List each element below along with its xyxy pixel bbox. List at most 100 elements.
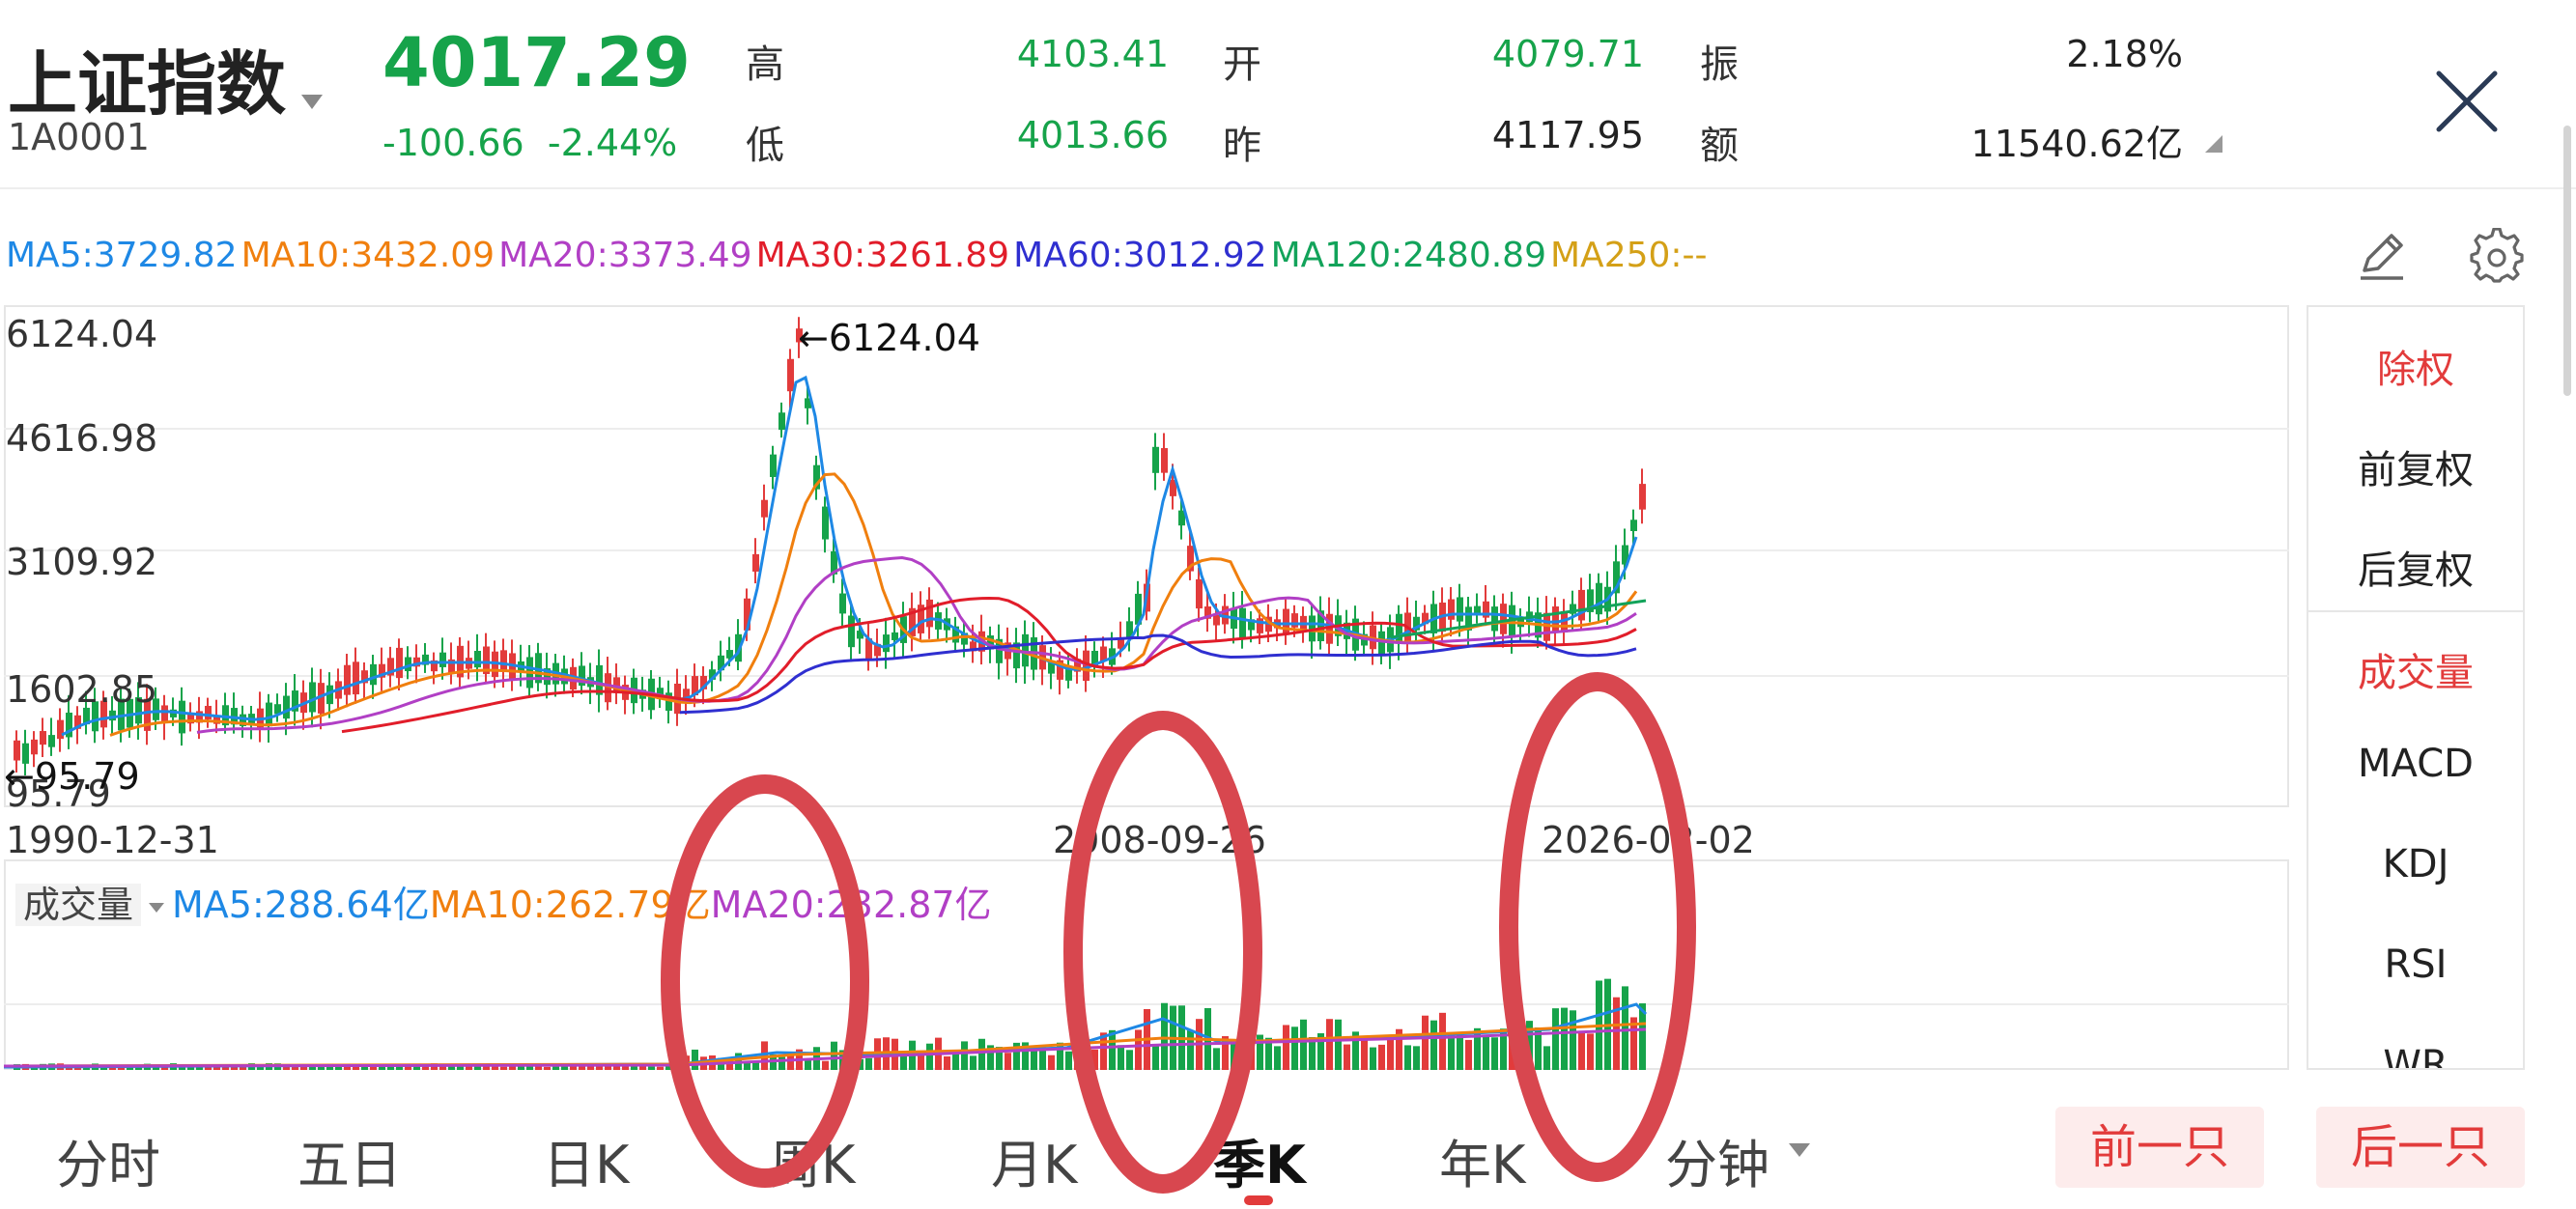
volume-bar xyxy=(1152,1046,1159,1070)
volume-bar xyxy=(1543,1046,1550,1070)
indicator-macd[interactable]: MACD xyxy=(2358,742,2474,786)
chevron-down-icon[interactable] xyxy=(1789,1143,1810,1157)
indicator-rsi[interactable]: RSI xyxy=(2384,942,2448,987)
volume-bar xyxy=(135,1065,142,1070)
tab-daily-k[interactable]: 日K xyxy=(543,1135,630,1195)
candlestick xyxy=(1396,613,1402,644)
volume-bar xyxy=(648,1066,655,1070)
chevron-down-icon[interactable] xyxy=(301,95,323,109)
volume-bar xyxy=(161,1066,168,1070)
scrollbar[interactable] xyxy=(2563,126,2571,396)
candlestick xyxy=(926,599,933,628)
tab-intraday[interactable]: 分时 xyxy=(56,1135,160,1195)
ma60-label: MA60:3012.92 xyxy=(1013,236,1267,275)
candlestick xyxy=(40,731,46,745)
volume-bar xyxy=(466,1063,472,1070)
volume-bar xyxy=(1039,1047,1046,1070)
option-ex-rights[interactable]: 除权 xyxy=(2377,348,2454,392)
volume-bar xyxy=(787,1055,794,1070)
candlestick xyxy=(127,698,133,728)
candlestick xyxy=(961,633,968,645)
candlestick xyxy=(874,643,881,657)
candlestick xyxy=(474,651,481,668)
indicator-volume[interactable]: 成交量 xyxy=(2358,651,2474,695)
candlestick xyxy=(135,697,142,724)
indicator-kdj[interactable]: KDJ xyxy=(2382,842,2449,886)
next-stock-button[interactable]: 后一只 xyxy=(2316,1107,2525,1188)
volume-bar xyxy=(448,1063,455,1070)
candlestick xyxy=(109,710,116,721)
candlestick xyxy=(213,716,220,724)
candlestick xyxy=(692,676,698,696)
candlestick xyxy=(1291,613,1298,628)
min-price-marker: ←95.79 xyxy=(4,755,140,798)
candlestick xyxy=(1570,604,1576,614)
previous-stock-button[interactable]: 前一只 xyxy=(2055,1107,2264,1188)
volume-bar xyxy=(944,1055,950,1070)
candlestick xyxy=(144,698,151,731)
volume-bar xyxy=(831,1041,837,1070)
ma30-label: MA30:3261.89 xyxy=(755,236,1010,275)
volume-bar xyxy=(535,1063,542,1070)
candlestick xyxy=(100,700,107,728)
quote-value-open: 4079.71 xyxy=(1491,33,1644,75)
candlestick xyxy=(726,650,733,659)
candlestick xyxy=(865,638,872,661)
panel-divider xyxy=(2308,610,2523,612)
candlestick xyxy=(118,698,125,731)
candlestick xyxy=(422,654,429,665)
candlestick xyxy=(413,657,420,667)
candlestick xyxy=(1378,631,1385,655)
candlestick xyxy=(353,661,359,695)
candlestick xyxy=(1057,660,1063,680)
option-forward-adjust[interactable]: 前复权 xyxy=(2358,448,2474,492)
candlestick xyxy=(952,626,959,643)
volume-bar xyxy=(413,1065,420,1070)
candlestick xyxy=(196,711,203,723)
volume-bar xyxy=(1491,1037,1498,1070)
candlestick xyxy=(1204,606,1211,619)
vol-ma10-label: MA10:262.79亿 xyxy=(429,884,711,926)
current-price: 4017.29 xyxy=(382,23,691,102)
candlestick xyxy=(796,328,803,343)
candlestick xyxy=(1100,646,1107,661)
tab-yearly-k[interactable]: 年K xyxy=(1439,1135,1526,1195)
tab-five-day[interactable]: 五日 xyxy=(297,1135,402,1195)
vol-ma20-label: MA20:232.87亿 xyxy=(710,884,992,926)
candlestick xyxy=(1170,479,1176,496)
tab-quarterly-k[interactable]: 季K xyxy=(1213,1135,1306,1195)
tab-weekly-k[interactable]: 周K xyxy=(769,1135,856,1195)
candlestick xyxy=(1048,662,1055,674)
candlestick xyxy=(1178,510,1185,526)
volume-bar xyxy=(657,1066,664,1070)
volume-bar xyxy=(1317,1033,1324,1070)
volume-bar xyxy=(639,1064,646,1070)
volume-bar xyxy=(379,1064,385,1070)
candlestick xyxy=(344,664,351,695)
volume-indicator-selector[interactable]: 成交量 MA5:288.64亿MA10:262.79亿MA20:232.87亿 xyxy=(15,875,992,928)
stock-name[interactable]: 上证指数 xyxy=(8,43,287,125)
quote-label-open: 开 xyxy=(1223,42,1261,87)
candlestick xyxy=(1161,448,1168,473)
candlestick xyxy=(579,665,585,687)
close-icon[interactable] xyxy=(2433,68,2501,135)
candlestick xyxy=(1065,668,1072,681)
volume-bar xyxy=(918,1054,924,1070)
pencil-icon[interactable] xyxy=(2355,228,2409,282)
volume-bar xyxy=(561,1066,568,1070)
candlestick xyxy=(179,700,185,734)
indicator-wr[interactable]: WR xyxy=(2383,1043,2449,1070)
candlestick xyxy=(857,631,863,639)
moving-average-line xyxy=(341,596,1637,734)
volume-bar xyxy=(1135,1029,1142,1070)
volume-bar xyxy=(492,1063,498,1070)
candlestick xyxy=(1448,599,1455,620)
gear-icon[interactable] xyxy=(2469,228,2525,284)
candlestick xyxy=(387,658,394,676)
tab-minute[interactable]: 分钟 xyxy=(1665,1135,1769,1195)
option-backward-adjust[interactable]: 后复权 xyxy=(2358,548,2474,593)
quote-value-prev-close: 4117.95 xyxy=(1491,114,1644,156)
moving-average-line xyxy=(196,555,1637,734)
tab-monthly-k[interactable]: 月K xyxy=(991,1135,1078,1195)
candlestick-chart xyxy=(4,317,2289,775)
